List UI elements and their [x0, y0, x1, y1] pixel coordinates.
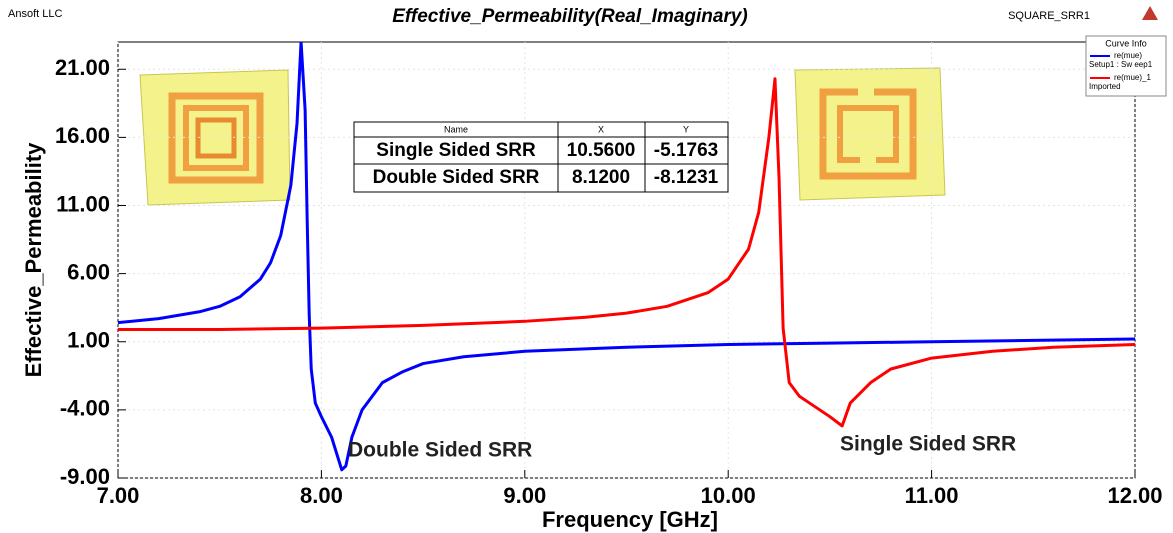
y-axis-title: Effective_Permeability: [21, 142, 46, 378]
y-tick-label: 11.00: [56, 191, 110, 216]
company: Ansoft LLC: [8, 8, 62, 20]
table-header: X: [598, 124, 604, 134]
table-cell: 10.5600: [567, 140, 636, 161]
legend-title: Curve Info: [1105, 38, 1147, 48]
y-tick-label: 16.00: [55, 123, 110, 148]
legend: Curve Info re(mue)Setup1 : Sw eep1 re(mue…: [1086, 36, 1166, 96]
x-axis-title: Frequency [GHz]: [542, 507, 718, 532]
srr-image-single: [795, 68, 945, 200]
x-tick-label: 9.00: [503, 483, 546, 508]
table-cell: -5.1763: [654, 140, 718, 161]
x-tick-label: 8.00: [300, 483, 343, 508]
legend-label: re(mue)_1: [1114, 73, 1151, 82]
y-tick-label: 6.00: [67, 259, 110, 284]
y-tick-label: 1.00: [67, 328, 110, 353]
table-header: Y: [683, 124, 689, 134]
legend-source: Setup1 : Sw eep1: [1089, 60, 1153, 69]
x-tick-label: 10.00: [701, 483, 756, 508]
table-cell: 8.1200: [572, 167, 630, 188]
y-tick-label: -4.00: [60, 396, 110, 421]
x-tick-label: 11.00: [905, 483, 959, 508]
annotation: Double Sided SRR: [348, 439, 532, 462]
x-tick-label: 7.00: [97, 483, 140, 508]
table-cell: Single Sided SRR: [376, 140, 536, 161]
legend-label: re(mue): [1114, 51, 1142, 60]
design-name: SQUARE_SRR1: [1008, 10, 1090, 22]
chart: Ansoft LLC Effective_Permeability(Real_I…: [0, 0, 1173, 533]
x-tick-label: 12.00: [1107, 483, 1162, 508]
chart-title: Effective_Permeability(Real_Imaginary): [392, 6, 748, 27]
table-cell: -8.1231: [654, 167, 719, 188]
legend-source: Imported: [1089, 82, 1121, 91]
table-cell: Double Sided SRR: [373, 167, 540, 188]
table-header: Name: [444, 124, 468, 134]
annotation: Single Sided SRR: [840, 433, 1016, 456]
marker-table: Name X Y Single Sided SRR 10.5600 -5.176…: [354, 122, 728, 192]
y-tick-label: 21.00: [55, 55, 110, 80]
